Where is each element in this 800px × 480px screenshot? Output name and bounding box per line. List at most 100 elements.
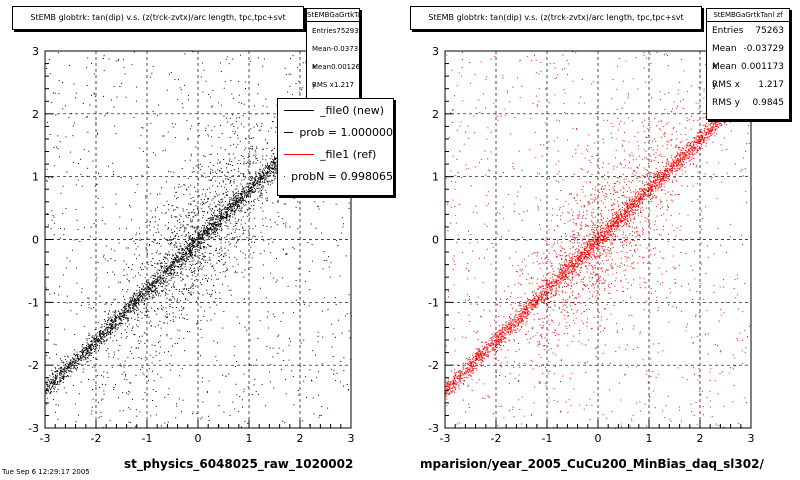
scatter-point xyxy=(186,245,188,246)
scatter-point xyxy=(81,352,83,354)
scatter-point xyxy=(177,259,178,261)
scatter-point xyxy=(205,127,207,129)
left-histogram-panel: -3 -2 -1 0 1 2 3 -3 -2 -1 0 1 2 3 StEMB globtrk: tan(… xyxy=(12,6,394,471)
scatter-point xyxy=(190,291,192,293)
scatter-point xyxy=(256,183,258,185)
scatter-point xyxy=(212,169,214,171)
scatter-point xyxy=(123,313,125,315)
scatter-point xyxy=(245,201,247,203)
scatter-point xyxy=(106,339,108,341)
scatter-point xyxy=(60,370,62,372)
scatter-point xyxy=(119,313,120,315)
scatter-point xyxy=(282,350,284,352)
scatter-point xyxy=(131,237,133,239)
scatter-point xyxy=(164,267,166,269)
scatter-point xyxy=(144,287,146,289)
scatter-point xyxy=(103,335,105,337)
scatter-point xyxy=(187,239,189,241)
scatter-point xyxy=(226,215,228,217)
scatter-point xyxy=(147,281,149,283)
scatter-point xyxy=(179,222,181,224)
scatter-point xyxy=(104,336,106,338)
scatter-point xyxy=(181,258,183,260)
scatter-point xyxy=(189,128,191,130)
scatter-point xyxy=(214,206,216,208)
scatter-point xyxy=(259,195,261,197)
scatter-point xyxy=(134,300,135,302)
scatter-point xyxy=(174,253,176,255)
scatter-point xyxy=(241,206,243,208)
scatter-point xyxy=(212,215,213,217)
scatter-point xyxy=(190,198,192,200)
scatter-point xyxy=(128,302,130,304)
scatter-point xyxy=(98,321,100,323)
scatter-point xyxy=(116,96,118,98)
scatter-point xyxy=(122,307,124,309)
scatter-point xyxy=(220,220,221,221)
scatter-point xyxy=(238,117,240,119)
scatter-point xyxy=(199,244,201,246)
scatter-point xyxy=(188,269,190,271)
scatter-point xyxy=(234,217,236,219)
scatter-point xyxy=(181,248,183,250)
scatter-point xyxy=(165,307,167,309)
scatter-point xyxy=(200,169,202,171)
scatter-point xyxy=(223,115,225,117)
scatter-point xyxy=(158,276,160,278)
scatter-point xyxy=(111,323,113,325)
scatter-point xyxy=(293,311,295,313)
scatter-point xyxy=(140,296,142,297)
scatter-point xyxy=(192,239,194,241)
scatter-point xyxy=(272,171,274,173)
scatter-point xyxy=(131,330,133,332)
scatter-point xyxy=(137,297,139,299)
scatter-point xyxy=(112,327,114,329)
scatter-point xyxy=(254,217,256,219)
scatter-point xyxy=(323,260,325,262)
scatter-point xyxy=(230,124,232,126)
scatter-point xyxy=(82,352,84,353)
scatter-point xyxy=(119,281,121,283)
scatter-point xyxy=(112,162,114,164)
scatter-point xyxy=(99,342,101,344)
scatter-point xyxy=(210,229,212,231)
scatter-point xyxy=(221,208,223,210)
scatter-point xyxy=(84,363,86,365)
scatter-point xyxy=(181,249,183,251)
scatter-point xyxy=(257,160,259,161)
scatter-point xyxy=(128,307,130,309)
scatter-point xyxy=(156,291,158,293)
scatter-point xyxy=(107,332,109,334)
scatter-point xyxy=(88,304,90,306)
scatter-point xyxy=(273,163,275,165)
scatter-point xyxy=(191,240,192,242)
scatter-point xyxy=(156,280,158,282)
scatter-point xyxy=(148,279,150,281)
scatter-point xyxy=(76,313,78,315)
scatter-point xyxy=(53,343,55,345)
scatter-point xyxy=(203,259,205,261)
scatter-point xyxy=(103,332,105,334)
scatter-point xyxy=(205,80,207,82)
scatter-point xyxy=(240,123,242,125)
scatter-point xyxy=(152,400,153,401)
scatter-point xyxy=(168,388,170,390)
scatter-point xyxy=(217,225,219,226)
scatter-point xyxy=(161,267,162,269)
scatter-point xyxy=(100,412,102,414)
scatter-point xyxy=(206,219,208,221)
scatter-point xyxy=(167,170,169,172)
scatter-point xyxy=(151,282,153,284)
scatter-point xyxy=(257,172,259,174)
scatter-point xyxy=(156,206,158,208)
scatter-point xyxy=(260,182,262,184)
scatter-point xyxy=(134,292,135,294)
scatter-point xyxy=(80,356,81,358)
scatter-point xyxy=(219,224,221,226)
scatter-point xyxy=(193,267,195,269)
scatter-point xyxy=(197,195,199,197)
scatter-point xyxy=(237,195,239,197)
scatter-point xyxy=(114,354,116,356)
scatter-point xyxy=(171,216,173,218)
scatter-point xyxy=(161,282,163,284)
